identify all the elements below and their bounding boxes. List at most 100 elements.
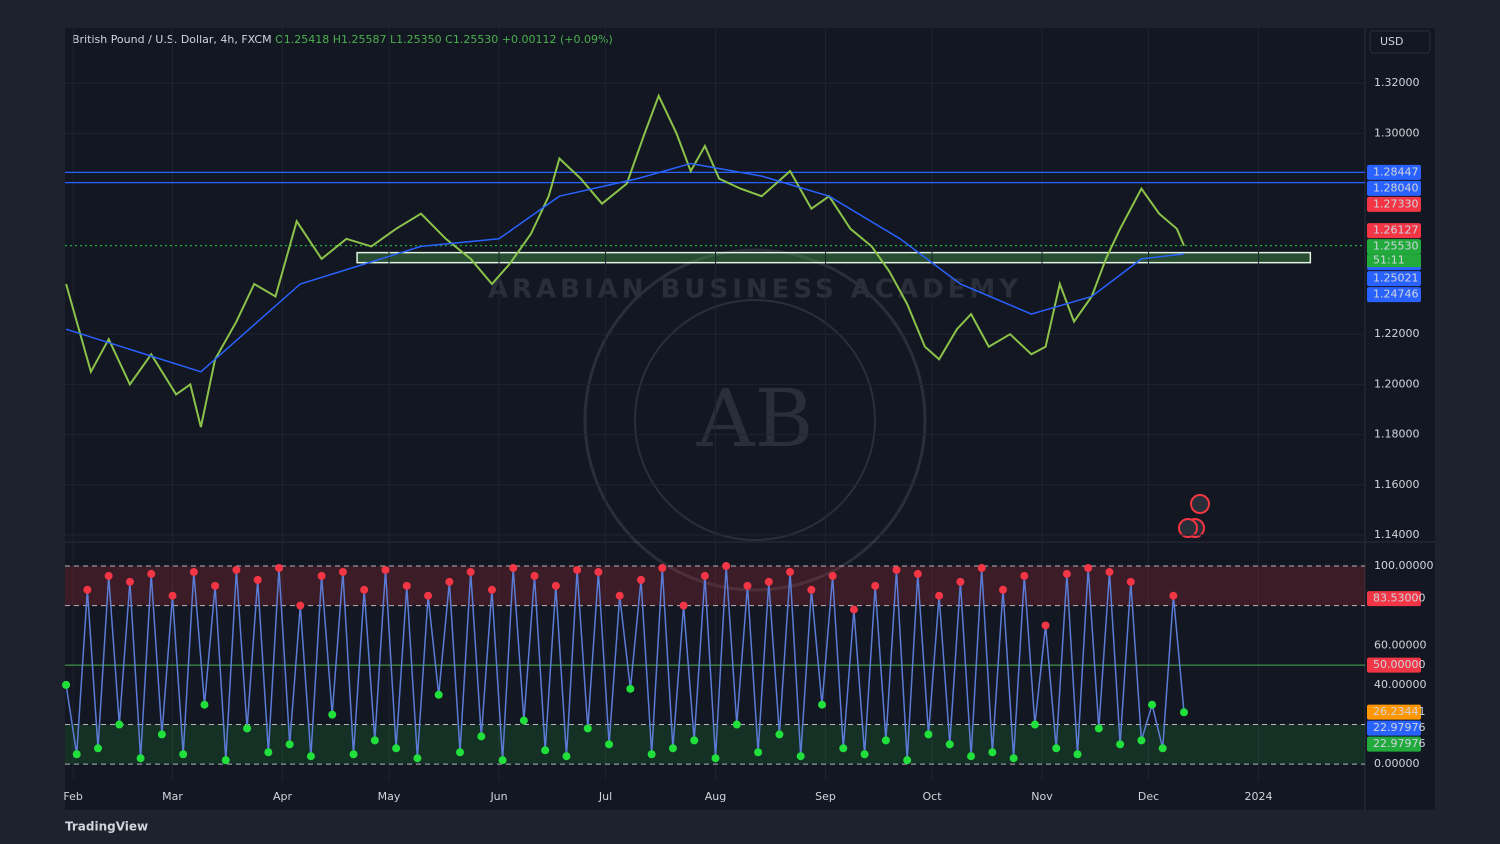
signal-dot <box>381 565 390 574</box>
signal-dot <box>977 563 986 572</box>
currency-box[interactable] <box>1369 30 1431 54</box>
price-label: 1.26127 <box>1373 224 1419 237</box>
signal-dot <box>605 740 614 749</box>
signal-dot <box>221 756 230 765</box>
signal-dot <box>338 567 347 576</box>
price-label-box <box>1367 164 1421 180</box>
signal-dot <box>573 565 582 574</box>
signal-dot <box>594 567 603 576</box>
low: L1.25350 <box>390 33 442 46</box>
y-tick-label: 1.14000 <box>1374 528 1420 541</box>
signal-dot <box>370 736 379 745</box>
signal-dot <box>668 744 677 753</box>
signal-dot <box>530 571 539 580</box>
signal-dot <box>328 710 337 719</box>
signal-dot <box>285 740 294 749</box>
signal-dot <box>466 567 475 576</box>
x-tick-label: Aug <box>705 790 726 803</box>
open: O1.25418 <box>275 33 329 46</box>
signal-dot <box>1041 621 1050 630</box>
event-icon[interactable] <box>1178 518 1198 538</box>
signal-dot <box>999 585 1008 594</box>
countdown-box <box>1367 254 1421 268</box>
y-tick-label: 1.32000 <box>1374 76 1420 89</box>
price-label: 26.23441 <box>1373 705 1426 718</box>
signal-dot <box>275 563 284 572</box>
signal-dot <box>1020 571 1029 580</box>
y-tick-label: 1.30000 <box>1374 126 1420 139</box>
signal-dot <box>1158 744 1167 753</box>
signal-dot <box>722 562 731 571</box>
watermark-logo: AB <box>696 372 814 465</box>
signal-dot <box>402 581 411 590</box>
signal-dot <box>434 690 443 699</box>
signal-dot <box>903 756 912 765</box>
x-tick-label: Oct <box>923 790 943 803</box>
signal-dot <box>306 752 315 761</box>
signal-dot <box>232 565 241 574</box>
signal-dot <box>1084 563 1093 572</box>
price-label: 50.00000 <box>1373 658 1426 671</box>
price-label: 83.53000 <box>1373 592 1426 605</box>
price-label: 1.25021 <box>1373 272 1419 285</box>
signal-dot <box>62 680 71 689</box>
signal-dot <box>1137 736 1146 745</box>
high: H1.25587 <box>333 33 387 46</box>
signal-dot <box>711 754 720 763</box>
price-label: 1.25530 <box>1373 240 1419 253</box>
signal-dot <box>72 750 81 759</box>
price-label: 1.28040 <box>1373 181 1419 194</box>
signal-dot <box>168 591 177 600</box>
series-line <box>65 565 1185 761</box>
signal-dot <box>658 563 667 572</box>
x-tick-label: Sep <box>815 790 836 803</box>
signal-dot <box>413 754 422 763</box>
signal-dot <box>828 571 837 580</box>
y-tick-label: 60.00000 <box>1374 638 1427 651</box>
x-tick-label: Feb <box>63 790 82 803</box>
signal-dot <box>945 740 954 749</box>
y-tick-label: 1.18000 <box>1374 428 1420 441</box>
signal-dot <box>743 581 752 590</box>
chart-background <box>65 28 1435 810</box>
signal-dot <box>456 748 465 757</box>
signal-dot <box>1148 700 1157 709</box>
y-tick-label: 40.00000 <box>1374 678 1427 691</box>
watermark-ring <box>583 248 927 592</box>
y-tick-label: 1.22000 <box>1374 327 1420 340</box>
price-label-box <box>1367 657 1421 673</box>
zone <box>65 566 1365 606</box>
signal-dot <box>690 736 699 745</box>
signal-dot <box>349 750 358 759</box>
signal-dot <box>1180 708 1189 717</box>
signal-dot <box>786 567 795 576</box>
signal-dot <box>1126 577 1135 586</box>
event-icons[interactable] <box>1178 494 1210 538</box>
signal-dot <box>136 754 145 763</box>
close: C1.25530 <box>445 33 498 46</box>
signal-dot <box>754 748 763 757</box>
signal-dot <box>115 720 124 729</box>
signal-dot <box>1052 744 1061 753</box>
signal-dot <box>541 746 550 755</box>
signal-dot <box>967 752 976 761</box>
signal-dot <box>445 577 454 586</box>
y-tick-label: 1.20000 <box>1374 377 1420 390</box>
symbol: British Pound / U.S. Dollar, 4h, FXCM <box>72 33 272 46</box>
signal-dot <box>935 591 944 600</box>
price-label-box <box>1367 180 1421 196</box>
signal-dot <box>509 563 518 572</box>
price-label-box <box>1367 736 1421 752</box>
signal-dot <box>871 581 880 590</box>
signal-dot <box>988 748 997 757</box>
signal-dot <box>913 569 922 578</box>
change: +0.00112 (+0.09%) <box>502 33 613 46</box>
x-tick-label: Jun <box>489 790 507 803</box>
signal-dot <box>924 730 933 739</box>
signal-dot <box>477 732 486 741</box>
signal-dot <box>211 581 220 590</box>
signal-dot <box>1030 720 1039 729</box>
event-icon[interactable] <box>1190 494 1210 514</box>
signal-dot <box>849 605 858 614</box>
